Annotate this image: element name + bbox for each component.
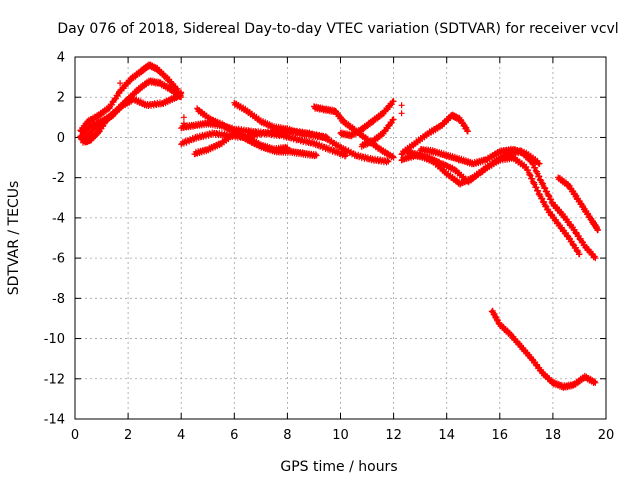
x-tick-label: 2 [124,428,132,443]
y-tick-label: 4 [57,51,65,66]
data-point-track-5 [342,152,349,159]
plot-frame [74,56,607,420]
x-tick-label: 4 [177,428,185,443]
data-point-track-15 [523,163,530,170]
x-tick-label: 0 [71,428,79,443]
data-point-isolated [117,80,124,87]
data-point-track-10 [390,154,397,161]
data-point-track-14 [536,173,543,180]
x-tick-label: 6 [230,428,238,443]
x-tick-label: 12 [385,428,402,443]
y-axis-label: SDTVAR / TECUs [6,181,22,296]
data-point-track-12 [390,116,397,123]
y-tick-label: -4 [52,211,65,226]
data-point-track-15 [542,202,549,209]
data-point-track-15 [576,251,583,258]
data-markers [77,61,601,391]
x-tick-label: 8 [283,428,291,443]
data-point-track-15 [539,195,546,202]
data-point-track-13 [464,128,471,135]
data-point-track-18 [592,379,599,386]
y-tick-label: 2 [57,91,65,106]
data-point-track-15 [535,187,542,194]
y-tick-label: -14 [44,413,65,428]
x-tick-label: 18 [545,428,562,443]
x-axis-ticks: 0 2 4 6 8 10 12 14 16 18 20 [71,57,614,443]
y-tick-label: -10 [44,332,65,347]
grid-lines [75,57,606,419]
data-point-track-16 [536,160,543,167]
data-point-track-10 [389,153,396,160]
x-axis-label: GPS time / hours [280,459,397,475]
data-point-track-9 [284,144,291,151]
y-tick-label: -6 [52,252,65,267]
data-point-track-4 [111,110,118,117]
data-point-track-6 [385,158,392,165]
data-point-track-11 [390,98,397,105]
data-point-track-8 [323,135,330,142]
data-point-track-14 [548,196,555,203]
y-tick-label: -8 [52,292,65,307]
data-point-track-14 [541,184,548,191]
data-point-track-7 [313,152,320,159]
data-point-track-15 [525,167,532,174]
x-tick-label: 16 [492,428,509,443]
x-tick-label: 20 [598,428,615,443]
data-point-track-3 [178,90,185,97]
data-point-isolated [398,110,405,117]
y-tick-label: 0 [57,131,65,146]
data-point-track-8 [324,134,331,141]
chart-title: Day 076 of 2018, Sidereal Day-to-day VTE… [57,21,618,37]
y-tick-label: -12 [44,372,65,387]
data-point-isolated [180,120,187,127]
data-point-track-14 [592,255,599,262]
data-point-track-6 [384,157,391,164]
x-tick-label: 14 [438,428,455,443]
data-point-track-17 [595,227,601,233]
x-tick-label: 10 [332,428,349,443]
y-tick-label: -2 [52,171,65,186]
data-point-isolated [398,102,405,109]
data-point-track-7 [312,151,319,158]
data-point-track-9 [283,145,290,152]
data-point-track-5 [341,153,348,160]
data-point-track-14 [545,192,552,199]
data-point-isolated [180,114,187,121]
